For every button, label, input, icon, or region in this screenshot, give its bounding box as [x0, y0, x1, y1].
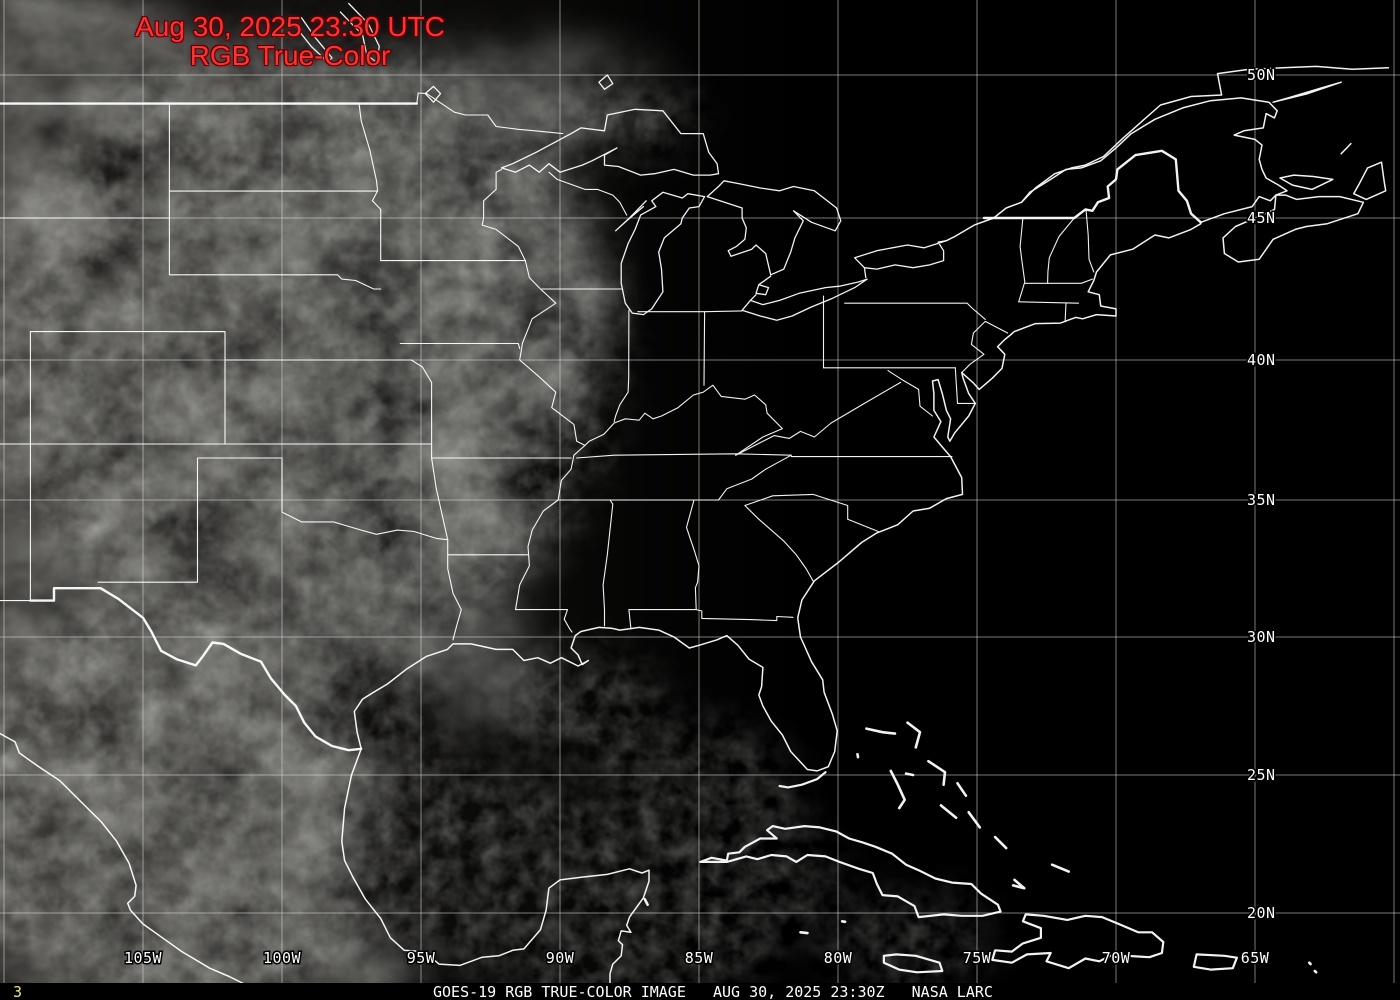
lat-label: 30N [1247, 628, 1276, 646]
coastlines [0, 65, 1390, 1000]
lon-label: 85W [685, 949, 714, 967]
lat-label: 45N [1247, 209, 1276, 227]
lon-label: 105W [124, 949, 163, 967]
graticule-labels: 50N 45N 40N 35N 30N 25N 20N 105W 100W 95W 90W 85W 80… [122, 65, 1276, 969]
international-borders [0, 102, 1202, 752]
lat-label: 50N [1247, 66, 1276, 84]
lon-label: 90W [546, 949, 575, 967]
lat-label: 40N [1247, 351, 1276, 369]
caption-text: GOES-19 RGB TRUE-COLOR IMAGE AUG 30, 202… [433, 983, 993, 1000]
lon-label: 100W [263, 949, 302, 967]
lon-label: 70W [1102, 949, 1131, 967]
island-outlines [699, 771, 1238, 974]
lon-label: 65W [1241, 949, 1270, 967]
product-name-line: RGB True-Color [189, 40, 391, 71]
lat-label: 20N [1247, 904, 1276, 922]
lat-label: 35N [1247, 491, 1276, 509]
state-borders [0, 92, 1095, 641]
timestamp-overlay: Aug 30, 2025 23:30 UTC RGB True-Color [110, 12, 470, 70]
frame-number: 3 [13, 983, 23, 1000]
lon-label: 95W [407, 949, 436, 967]
lon-label: 80W [824, 949, 853, 967]
lat-label: 25N [1247, 766, 1276, 784]
caption-bar [0, 983, 1400, 1000]
timestamp-line: Aug 30, 2025 23:30 UTC [135, 11, 445, 42]
lon-label: 75W [963, 949, 992, 967]
lake-outlines [292, 2, 948, 321]
